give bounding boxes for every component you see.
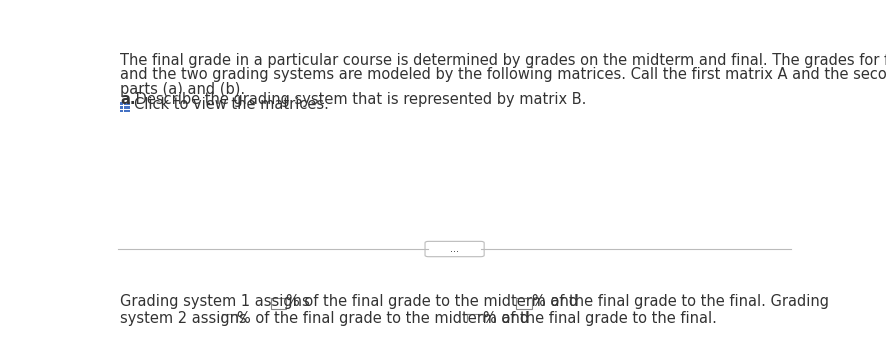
Text: Grading system 1 assigns: Grading system 1 assigns xyxy=(120,294,315,309)
Bar xyxy=(120,106,123,109)
Text: a.: a. xyxy=(120,92,136,107)
Text: ...: ... xyxy=(449,244,459,254)
Bar xyxy=(128,106,130,109)
Bar xyxy=(120,102,123,105)
FancyBboxPatch shape xyxy=(516,298,532,309)
Text: % of the final grade to the final. Grading: % of the final grade to the final. Gradi… xyxy=(532,294,828,309)
Bar xyxy=(124,106,127,109)
Bar xyxy=(120,110,123,112)
Text: The final grade in a particular course is determined by grades on the midterm an: The final grade in a particular course i… xyxy=(120,53,886,68)
Bar xyxy=(128,102,130,105)
FancyBboxPatch shape xyxy=(424,241,484,257)
Text: and the two grading systems are modeled by the following matrices. Call the firs: and the two grading systems are modeled … xyxy=(120,67,886,82)
Text: % of the final grade to the midterm and: % of the final grade to the midterm and xyxy=(286,294,582,309)
Bar xyxy=(124,110,127,112)
Bar xyxy=(128,110,130,112)
FancyBboxPatch shape xyxy=(270,298,286,309)
Text: % of the final grade to the midterm and: % of the final grade to the midterm and xyxy=(237,311,533,326)
Text: system 2 assigns: system 2 assigns xyxy=(120,311,252,326)
Text: parts (a) and (b).: parts (a) and (b). xyxy=(120,82,245,97)
FancyBboxPatch shape xyxy=(467,315,483,326)
Bar xyxy=(124,102,127,105)
Text: % of the final grade to the final.: % of the final grade to the final. xyxy=(483,311,716,326)
Text: Click to view the matrices.: Click to view the matrices. xyxy=(134,97,329,112)
Text: Describe the grading system that is represented by matrix B.: Describe the grading system that is repr… xyxy=(131,92,586,107)
FancyBboxPatch shape xyxy=(222,315,237,326)
